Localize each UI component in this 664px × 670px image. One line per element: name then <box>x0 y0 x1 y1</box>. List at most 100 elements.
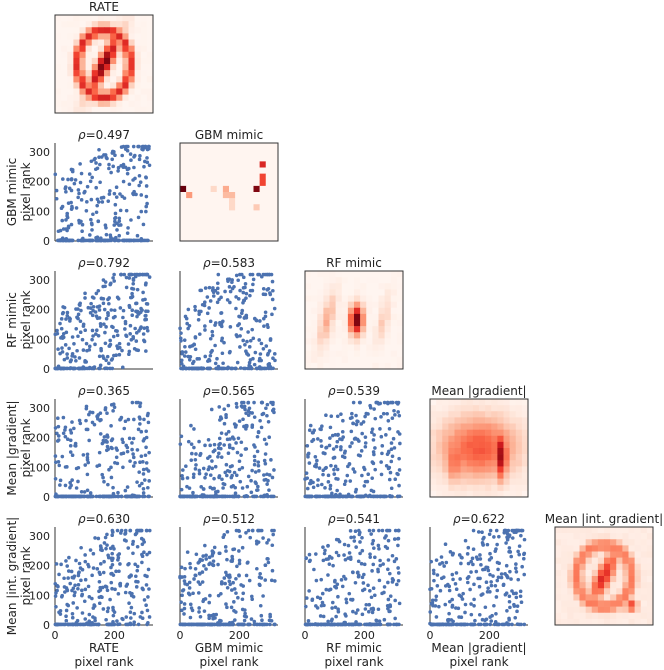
scatter-point <box>397 601 402 606</box>
heatmap-cell <box>55 76 62 83</box>
scatter-point <box>203 475 207 480</box>
heatmap-cell <box>91 15 99 22</box>
heatmap-cell <box>390 344 398 351</box>
scatter-point <box>235 360 240 365</box>
scatter-point <box>480 592 485 596</box>
x-tick-label: 200 <box>104 629 125 642</box>
scatter-point <box>222 482 227 487</box>
scatter-point <box>86 562 90 567</box>
heatmap-cell <box>85 39 93 46</box>
heatmap-cell <box>466 454 474 461</box>
scatter-point <box>321 472 325 477</box>
scatter-point <box>79 578 83 583</box>
heatmap-cell <box>259 179 267 187</box>
heatmap-cell <box>640 588 648 595</box>
scatter-point <box>142 550 146 555</box>
scatter-point <box>318 427 322 431</box>
heatmap-cell <box>479 472 486 479</box>
scatter-point <box>98 180 102 185</box>
scatter-point <box>101 195 106 200</box>
scatter-point <box>466 580 470 585</box>
scatter-point <box>77 191 81 196</box>
scatter-point <box>219 311 223 315</box>
heatmap-title: Mean |int. gradient| <box>545 512 663 526</box>
scatter-point <box>211 612 216 617</box>
scatter-point <box>109 475 114 480</box>
heatmap-cell <box>515 478 523 486</box>
heatmap-cell <box>134 15 142 22</box>
scatter-point <box>386 597 391 602</box>
scatter-point <box>130 447 134 452</box>
scatter-point <box>243 315 247 320</box>
scatter-point <box>370 569 374 573</box>
heatmap-cell <box>128 27 135 34</box>
scatter-point <box>141 472 146 476</box>
scatter-point <box>326 480 331 484</box>
scatter-point <box>253 470 258 474</box>
heatmap-cell <box>616 557 623 565</box>
scatter-point <box>105 435 110 439</box>
heatmap-cell <box>180 161 187 168</box>
scatter-point <box>179 494 183 499</box>
scatter-point <box>219 446 223 451</box>
scatter-point <box>61 310 66 315</box>
scatter-point <box>94 314 99 318</box>
scatter-point <box>64 559 68 563</box>
scatter-point <box>388 594 393 598</box>
scatter-point <box>59 326 64 331</box>
scatter-point <box>76 583 81 587</box>
heatmap-cell <box>585 576 593 583</box>
scatter-point <box>256 528 260 533</box>
scatter-point <box>235 564 239 569</box>
heatmap-cell <box>472 490 480 498</box>
heatmap-cell <box>573 582 580 589</box>
scatter-point <box>209 407 214 412</box>
scatter-point <box>138 180 143 184</box>
scatter-point <box>133 460 137 465</box>
scatter-point <box>143 314 148 318</box>
scatter-point <box>143 453 148 458</box>
scatter-point <box>139 429 144 434</box>
scatter-point <box>469 570 473 574</box>
scatter-point <box>132 620 136 625</box>
x-axis-label-rate: RATE <box>89 641 119 655</box>
scatter-point <box>238 345 242 349</box>
scatter-point <box>191 366 195 371</box>
heatmap-cell <box>485 405 492 412</box>
scatter-point <box>398 441 402 446</box>
scatter-point <box>197 610 201 614</box>
scatter-point <box>117 622 122 627</box>
scatter-point <box>87 612 92 617</box>
scatter-point <box>207 613 211 618</box>
scatter-point <box>197 357 201 361</box>
heatmap-cell <box>271 204 279 211</box>
heatmap-cell <box>91 51 99 59</box>
heatmap-cell <box>192 161 199 168</box>
heatmap-cell <box>561 569 568 577</box>
scatter-point <box>108 189 112 193</box>
heatmap-cell <box>597 557 605 565</box>
scatter-point <box>135 287 140 292</box>
heatmap-cell <box>329 307 336 315</box>
scatter-point <box>82 490 87 494</box>
heatmap-cell <box>491 405 498 412</box>
heatmap-frame <box>179 142 279 242</box>
scatter-point <box>180 476 185 481</box>
heatmap-cell <box>323 271 330 278</box>
scatter-point <box>511 591 516 596</box>
scatter-point <box>65 437 70 442</box>
scatter-point <box>382 494 387 499</box>
scatter-point <box>145 608 150 613</box>
scatter-point <box>200 580 205 584</box>
scatter-point <box>505 621 509 625</box>
heatmap-cell <box>372 362 379 370</box>
scatter-point <box>216 593 221 598</box>
heatmap-cell <box>341 301 349 309</box>
heatmap-cell <box>567 612 574 620</box>
heatmap-cell <box>241 228 248 236</box>
scatter-point <box>127 276 132 280</box>
scatter-point <box>89 197 94 202</box>
heatmap-cell <box>85 70 93 77</box>
heatmap-cell <box>128 15 135 22</box>
heatmap-cell <box>448 490 455 498</box>
